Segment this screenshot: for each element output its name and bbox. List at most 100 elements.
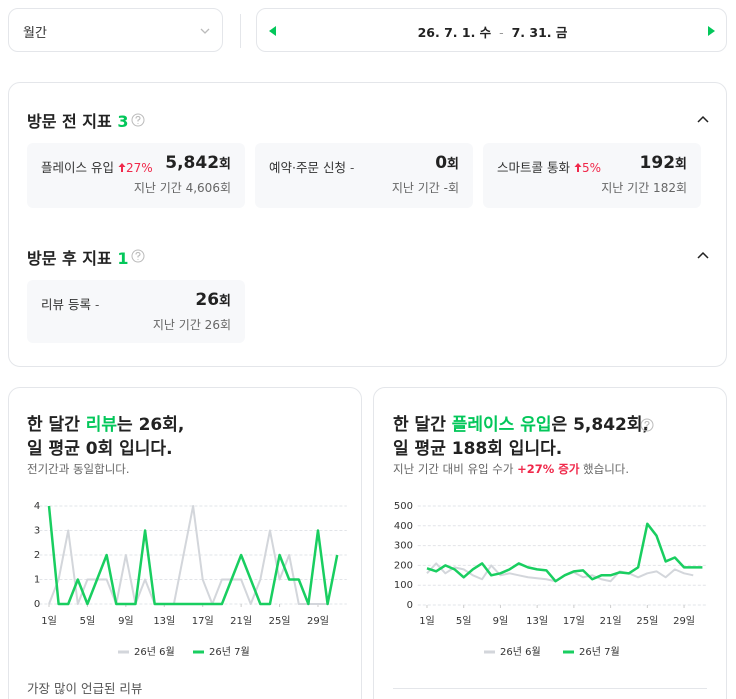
inflow-card (373, 387, 727, 699)
highlight: 리뷰 (85, 415, 118, 435)
x-tick-label: 17일 (192, 615, 214, 627)
prev-button[interactable] (267, 25, 279, 37)
text: 한 달간 (393, 415, 452, 435)
series-line (48, 505, 328, 605)
metric-label: 스마트콜 통화 5% (497, 157, 601, 176)
title-text: 방문 전 지표 (27, 112, 112, 131)
range-end: 7. 31. 금 (511, 25, 568, 40)
x-tick-label: 13일 (153, 615, 175, 627)
help-icon[interactable] (131, 249, 145, 263)
inflow-headline-1: 한 달간 플레이스 유입은 5,842회, (393, 410, 649, 435)
y-tick-label: 0 (407, 600, 413, 611)
value-unit: 회 (675, 157, 687, 172)
post-visit-title: 방문 후 지표 1 (27, 245, 128, 269)
x-tick-label: 1일 (41, 615, 57, 627)
metric-previous: 지난 기간 26회 (152, 318, 231, 332)
legend-label: 26년 7월 (579, 646, 620, 658)
metric-value: 192회 (640, 153, 687, 173)
dropdown-chevron (200, 28, 210, 34)
range-start: 26. 7. 1. 수 (417, 25, 492, 40)
period-select[interactable]: 월간 (8, 8, 223, 52)
next-button[interactable] (705, 25, 717, 37)
x-tick-label: 21일 (230, 615, 252, 627)
y-tick-label: 300 (394, 541, 413, 552)
series-line (47, 505, 339, 606)
x-tick-label: 9일 (493, 615, 509, 627)
metric-label: 플레이스 유입 27% (41, 157, 153, 176)
review-footer: 가장 많이 언급된 리뷰 (27, 681, 143, 696)
metric-previous: 지난 기간 182회 (601, 181, 687, 195)
up-arrow (118, 163, 126, 172)
up-arrow (574, 163, 582, 172)
metric-change: - (350, 161, 354, 175)
x-tick-label: 21일 (600, 615, 622, 627)
collapse-chevron[interactable] (696, 114, 710, 126)
legend-label: 26년 6월 (500, 646, 541, 658)
value-unit: 회 (219, 294, 231, 309)
change-text: 27% (125, 161, 153, 175)
highlight: 플레이스 유입 (451, 415, 552, 435)
y-tick-label: 100 (394, 580, 413, 591)
x-tick-label: 13일 (526, 615, 548, 627)
text: 는 26회, (117, 415, 185, 435)
x-tick-label: 5일 (80, 615, 96, 627)
divider (393, 688, 707, 689)
x-tick-label: 5일 (456, 615, 472, 627)
legend-label: 26년 6월 (134, 646, 175, 658)
divider (240, 14, 241, 48)
text: 했습니다. (579, 462, 630, 476)
metric-value: 26회 (195, 290, 231, 310)
highlight: +27% 증가 (517, 462, 580, 476)
series-line (426, 522, 703, 583)
x-tick-label: 25일 (269, 615, 291, 627)
text: 은 5,842회, (551, 415, 649, 435)
label-text: 스마트콜 통화 (497, 160, 570, 175)
title-text: 방문 후 지표 (27, 249, 112, 268)
value-number: 26 (195, 290, 220, 310)
x-tick-label: 17일 (563, 615, 585, 627)
change-text: 5% (581, 161, 602, 175)
help-icon[interactable] (640, 418, 654, 432)
metric-value: 5,842회 (165, 153, 231, 173)
value-unit: 회 (219, 157, 231, 172)
collapse-chevron[interactable] (696, 250, 710, 262)
x-tick-label: 29일 (673, 615, 695, 627)
value-number: 192 (639, 153, 676, 173)
text: 지난 기간 대비 유입 수가 (393, 462, 518, 476)
pre-visit-title: 방문 전 지표 3 (27, 108, 128, 132)
metric-label: 리뷰 등록 - (41, 294, 99, 313)
review-subtitle: 전기간과 동일합니다. (27, 461, 130, 477)
label-text: 예약·주문 신청 (269, 160, 346, 175)
x-tick-label: 29일 (307, 615, 329, 627)
period-text: 월간 (23, 26, 47, 41)
metric-change: 27% (118, 161, 153, 175)
x-tick-label: 1일 (419, 615, 435, 627)
metric-change: 5% (574, 161, 601, 175)
value-number: 0 (435, 153, 448, 173)
range-separator: - (499, 25, 504, 40)
y-tick-label: 3 (34, 526, 40, 537)
metric-previous: 지난 기간 4,606회 (133, 181, 231, 195)
help-icon[interactable] (131, 113, 145, 127)
label-text: 플레이스 유입 (41, 160, 114, 175)
x-tick-label: 25일 (636, 615, 658, 627)
review-headline-1: 한 달간 리뷰는 26회, (27, 410, 184, 435)
change-text: - (94, 298, 100, 312)
text: 한 달간 (27, 415, 86, 435)
label-text: 리뷰 등록 (41, 297, 91, 312)
change-text: - (349, 161, 355, 175)
text: 전기간과 동일합니다. (27, 462, 130, 476)
metric-item: 예약·주문 신청 - 0회 지난 기간 -회 (255, 143, 473, 208)
y-tick-label: 1 (34, 575, 40, 586)
legend-label: 26년 7월 (209, 646, 250, 658)
metric-label: 예약·주문 신청 - (269, 157, 354, 176)
inflow-headline-2: 일 평균 188회 입니다. (393, 439, 563, 459)
metric-value: 0회 (435, 153, 459, 173)
date-range-text: 26. 7. 1. 수 - 7. 31. 금 (257, 22, 728, 41)
date-range: 26. 7. 1. 수 - 7. 31. 금 (256, 8, 727, 52)
y-tick-label: 0 (34, 599, 40, 610)
